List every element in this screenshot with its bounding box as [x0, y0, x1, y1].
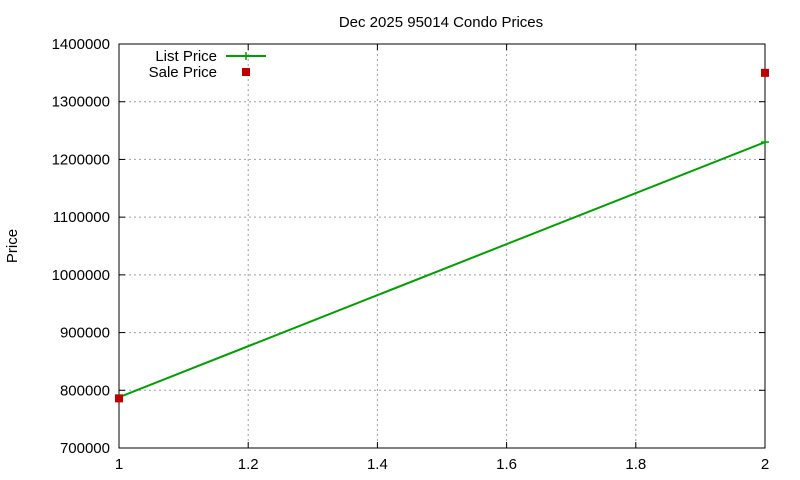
data-point-sale-price — [761, 68, 769, 77]
x-tick-label: 1.8 — [625, 456, 646, 473]
data-point-sale-price — [115, 394, 123, 403]
grid — [119, 44, 765, 448]
y-tick-label: 700000 — [60, 440, 110, 457]
x-tick-label: 1.2 — [238, 456, 259, 473]
axis-ticks: 700000 800000 900000 1000000 1100000 1200000 1… — [52, 36, 770, 473]
y-axis-label: Price — [4, 229, 21, 263]
x-tick-label: 1 — [115, 456, 123, 473]
plot-frame — [118, 43, 766, 449]
y-tick-label: 1300000 — [52, 94, 110, 111]
data-point-list-price — [761, 138, 769, 147]
y-tick-label: 800000 — [60, 382, 110, 399]
legend-marker-list-price — [242, 52, 250, 60]
x-tick-label: 1.4 — [367, 456, 388, 473]
legend-label: List Price — [155, 48, 217, 65]
legend-label: Sale Price — [149, 64, 217, 81]
legend-swatch-sale-price — [242, 68, 250, 76]
x-tick-label: 2 — [761, 456, 769, 473]
y-tick-label: 1000000 — [52, 267, 110, 284]
series-layer — [115, 68, 769, 403]
y-tick-label: 900000 — [60, 325, 110, 342]
y-tick-label: 1400000 — [52, 36, 110, 53]
y-tick-label: 1100000 — [53, 209, 110, 226]
series-line-list-price — [118, 141, 766, 399]
x-tick-label: 1.6 — [496, 456, 517, 473]
chart-title: Dec 2025 95014 Condo Prices — [339, 14, 543, 31]
y-tick-label: 1200000 — [52, 151, 110, 168]
